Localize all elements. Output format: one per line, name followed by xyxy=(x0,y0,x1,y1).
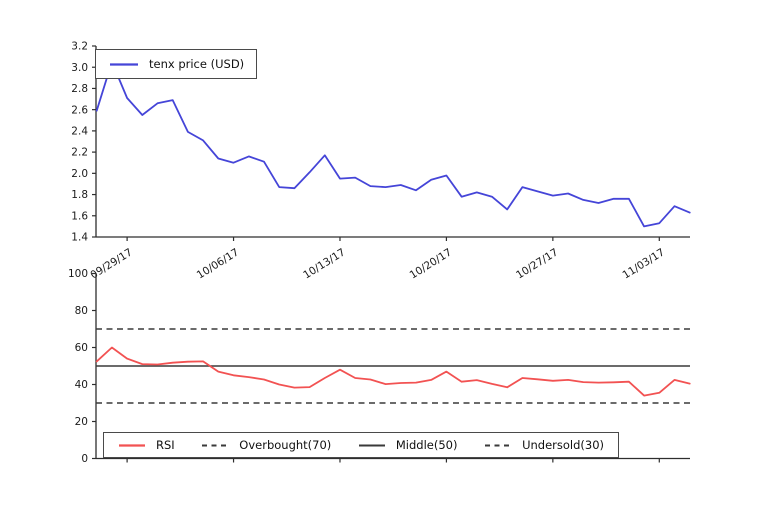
x-tick-label: 09/29/17 xyxy=(88,246,134,281)
price-line xyxy=(95,61,691,228)
rsi-legend: RSI Overbought(70) Middle(50) Undersold(… xyxy=(103,432,619,458)
y-tick-label: 2.2 xyxy=(71,147,88,159)
price-line-sample xyxy=(110,62,138,66)
x-tick-label: 10/27/17 xyxy=(514,246,560,281)
legend-item-rsi: RSI xyxy=(118,438,175,452)
y-tick-label: 40 xyxy=(75,379,88,391)
y-tick-label: 2.8 xyxy=(71,83,88,95)
y-tick-label: 1.8 xyxy=(71,189,88,201)
price-legend: tenx price (USD) xyxy=(95,49,257,79)
rsi-line xyxy=(95,346,691,397)
rsi-legend-label: RSI xyxy=(156,438,175,452)
price-legend-label: tenx price (USD) xyxy=(149,57,245,71)
y-tick-label: 3.2 xyxy=(71,41,88,53)
middle-line-sample xyxy=(358,444,385,446)
y-tick-label: 60 xyxy=(75,342,88,354)
y-tick-label: 2.6 xyxy=(71,104,88,116)
x-tick-label: 10/20/17 xyxy=(408,246,454,281)
legend-item-overbought: Overbought(70) xyxy=(201,438,331,452)
rsi-line-sample xyxy=(119,443,145,447)
middle-legend-label: Middle(50) xyxy=(395,438,458,452)
y-tick-label: 3.0 xyxy=(71,62,88,74)
overbought-legend-label: Overbought(70) xyxy=(239,438,332,452)
y-tick-label: 1.4 xyxy=(71,232,88,244)
y-tick-label: 0 xyxy=(81,453,88,465)
x-tick-label: 11/03/17 xyxy=(621,246,667,281)
overbought-line-sample xyxy=(202,444,229,446)
x-tick-label: 10/13/17 xyxy=(301,246,347,281)
y-tick-label: 20 xyxy=(75,416,88,428)
undersold-legend-label: Undersold(30) xyxy=(522,438,604,452)
y-tick-label: 80 xyxy=(75,305,88,317)
y-tick-label: 2.0 xyxy=(71,168,88,180)
y-tick-label: 1.6 xyxy=(71,210,88,222)
legend-item-undersold: Undersold(30) xyxy=(484,438,604,452)
undersold-line-sample xyxy=(485,444,512,446)
y-tick-label: 100 xyxy=(68,268,88,280)
y-tick-label: 2.4 xyxy=(71,125,88,137)
x-tick-label: 10/06/17 xyxy=(195,246,241,281)
legend-item-middle: Middle(50) xyxy=(358,438,458,452)
